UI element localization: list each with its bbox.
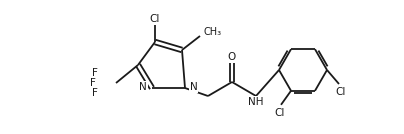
Text: NH: NH <box>248 97 264 107</box>
Text: N: N <box>190 82 198 92</box>
Text: Cl: Cl <box>150 14 160 24</box>
Text: O: O <box>228 52 236 62</box>
Text: F: F <box>92 88 98 98</box>
Text: Cl: Cl <box>275 108 285 118</box>
Text: F: F <box>90 78 96 88</box>
Text: CH₃: CH₃ <box>203 27 221 37</box>
Text: Cl: Cl <box>336 87 346 97</box>
Text: N: N <box>139 82 147 92</box>
Text: F: F <box>92 68 98 78</box>
